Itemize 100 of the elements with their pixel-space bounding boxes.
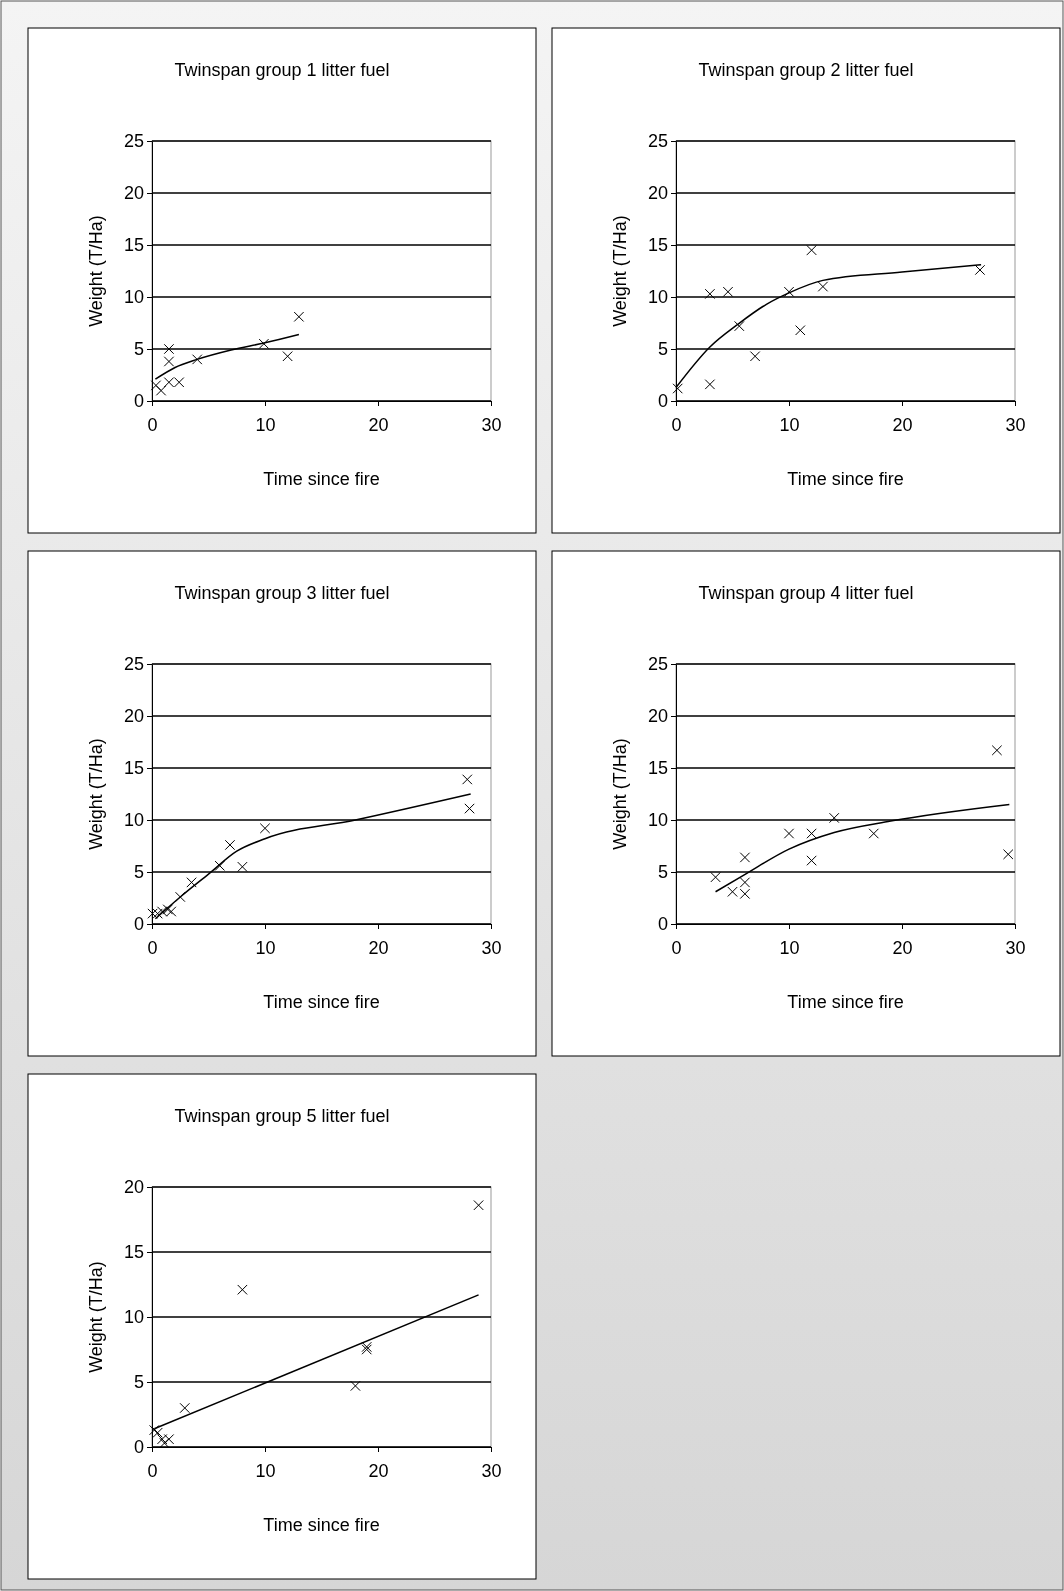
point — [155, 385, 167, 396]
y-tick-label: 10 — [123, 287, 144, 308]
y-axis-title: Weight (T/Ha) — [86, 738, 106, 850]
y-tick-label: 5 — [133, 862, 144, 883]
y-tick-label: 15 — [123, 758, 144, 779]
chart-title: Twinspan group 4 litter fuel — [698, 583, 914, 603]
y-tick-label: 25 — [647, 654, 668, 675]
y-axis-title: Weight (T/Ha) — [86, 215, 106, 327]
x-tick-label: 30 — [481, 1460, 502, 1481]
x-tick-label: 20 — [892, 937, 913, 958]
x-tick-label: 30 — [481, 937, 502, 958]
x-tick-label: 30 — [1005, 937, 1026, 958]
y-tick-label: 5 — [657, 862, 668, 883]
y-tick-label: 20 — [123, 183, 144, 204]
y-axis-title: Weight (T/Ha) — [610, 738, 630, 850]
point — [710, 871, 721, 883]
chart-title: Twinspan group 3 litter fuel — [174, 583, 390, 603]
point — [783, 286, 795, 298]
x-axis-title: Time since fire — [787, 469, 904, 489]
point — [806, 855, 817, 866]
point — [991, 745, 1003, 756]
point — [868, 828, 879, 839]
point — [150, 380, 162, 391]
point — [739, 877, 751, 888]
y-tick-label: 10 — [123, 1307, 144, 1328]
x-axis-title: Time since fire — [787, 992, 904, 1012]
point — [1002, 849, 1014, 860]
y-tick-label: 5 — [657, 339, 668, 360]
point — [727, 886, 738, 897]
point — [739, 852, 751, 863]
point — [186, 877, 197, 888]
x-tick-label: 30 — [1005, 414, 1026, 435]
point — [974, 264, 986, 276]
point — [258, 338, 270, 350]
x-axis-title: Time since fire — [263, 469, 380, 489]
y-tick-label: 15 — [123, 235, 144, 256]
x-tick-label: 20 — [892, 414, 913, 435]
y-tick-label: 15 — [647, 235, 668, 256]
x-tick-label: 30 — [481, 414, 502, 435]
point — [704, 379, 716, 390]
point — [473, 1199, 484, 1211]
chart-title: Twinspan group 1 litter fuel — [174, 60, 390, 80]
point — [704, 288, 716, 300]
y-tick-label: 20 — [647, 183, 668, 204]
point — [214, 860, 226, 871]
point — [259, 823, 271, 834]
y-tick-label: 20 — [123, 1177, 144, 1198]
y-tick-label: 10 — [647, 810, 668, 831]
point — [163, 343, 175, 355]
point — [163, 356, 175, 367]
point — [722, 286, 734, 298]
point — [806, 828, 817, 839]
y-tick-label: 5 — [133, 1372, 144, 1393]
y-tick-label: 25 — [123, 654, 144, 675]
x-tick-label: 0 — [147, 414, 158, 435]
y-tick-label: 15 — [123, 1242, 144, 1263]
point — [350, 1380, 361, 1392]
point — [191, 354, 203, 365]
point — [783, 828, 795, 839]
y-tick-label: 25 — [647, 131, 668, 152]
y-axis-title: Weight (T/Ha) — [86, 1261, 106, 1373]
y-tick-label: 25 — [123, 131, 144, 152]
x-tick-label: 20 — [368, 414, 389, 435]
x-tick-label: 0 — [671, 937, 682, 958]
y-tick-label: 10 — [647, 287, 668, 308]
point — [179, 1402, 190, 1414]
point — [795, 325, 806, 336]
point — [152, 908, 163, 919]
point — [739, 888, 751, 900]
point — [237, 1284, 248, 1295]
x-tick-label: 10 — [255, 414, 276, 435]
point — [672, 383, 683, 394]
y-tick-label: 0 — [657, 391, 668, 412]
x-tick-label: 20 — [368, 937, 389, 958]
y-tick-label: 10 — [123, 810, 144, 831]
y-tick-label: 15 — [647, 758, 668, 779]
x-tick-label: 10 — [779, 414, 800, 435]
point — [828, 812, 840, 824]
chart-title: Twinspan group 5 litter fuel — [174, 1106, 390, 1126]
x-tick-label: 10 — [255, 1460, 276, 1481]
x-tick-label: 20 — [368, 1460, 389, 1481]
y-tick-label: 0 — [133, 914, 144, 935]
point — [806, 244, 817, 256]
point — [293, 311, 305, 322]
point — [734, 320, 745, 332]
point — [749, 351, 761, 362]
y-tick-label: 0 — [133, 1437, 144, 1458]
x-tick-label: 0 — [147, 937, 158, 958]
point — [462, 774, 473, 785]
point — [282, 351, 293, 362]
y-tick-label: 5 — [133, 339, 144, 360]
x-tick-label: 10 — [255, 937, 276, 958]
point — [817, 281, 829, 292]
point — [464, 803, 475, 814]
y-tick-label: 0 — [657, 914, 668, 935]
x-tick-label: 0 — [147, 1460, 158, 1481]
x-axis-title: Time since fire — [263, 1515, 380, 1535]
y-tick-label: 20 — [647, 706, 668, 727]
x-axis-title: Time since fire — [263, 992, 380, 1012]
chart-title: Twinspan group 2 litter fuel — [698, 60, 914, 80]
